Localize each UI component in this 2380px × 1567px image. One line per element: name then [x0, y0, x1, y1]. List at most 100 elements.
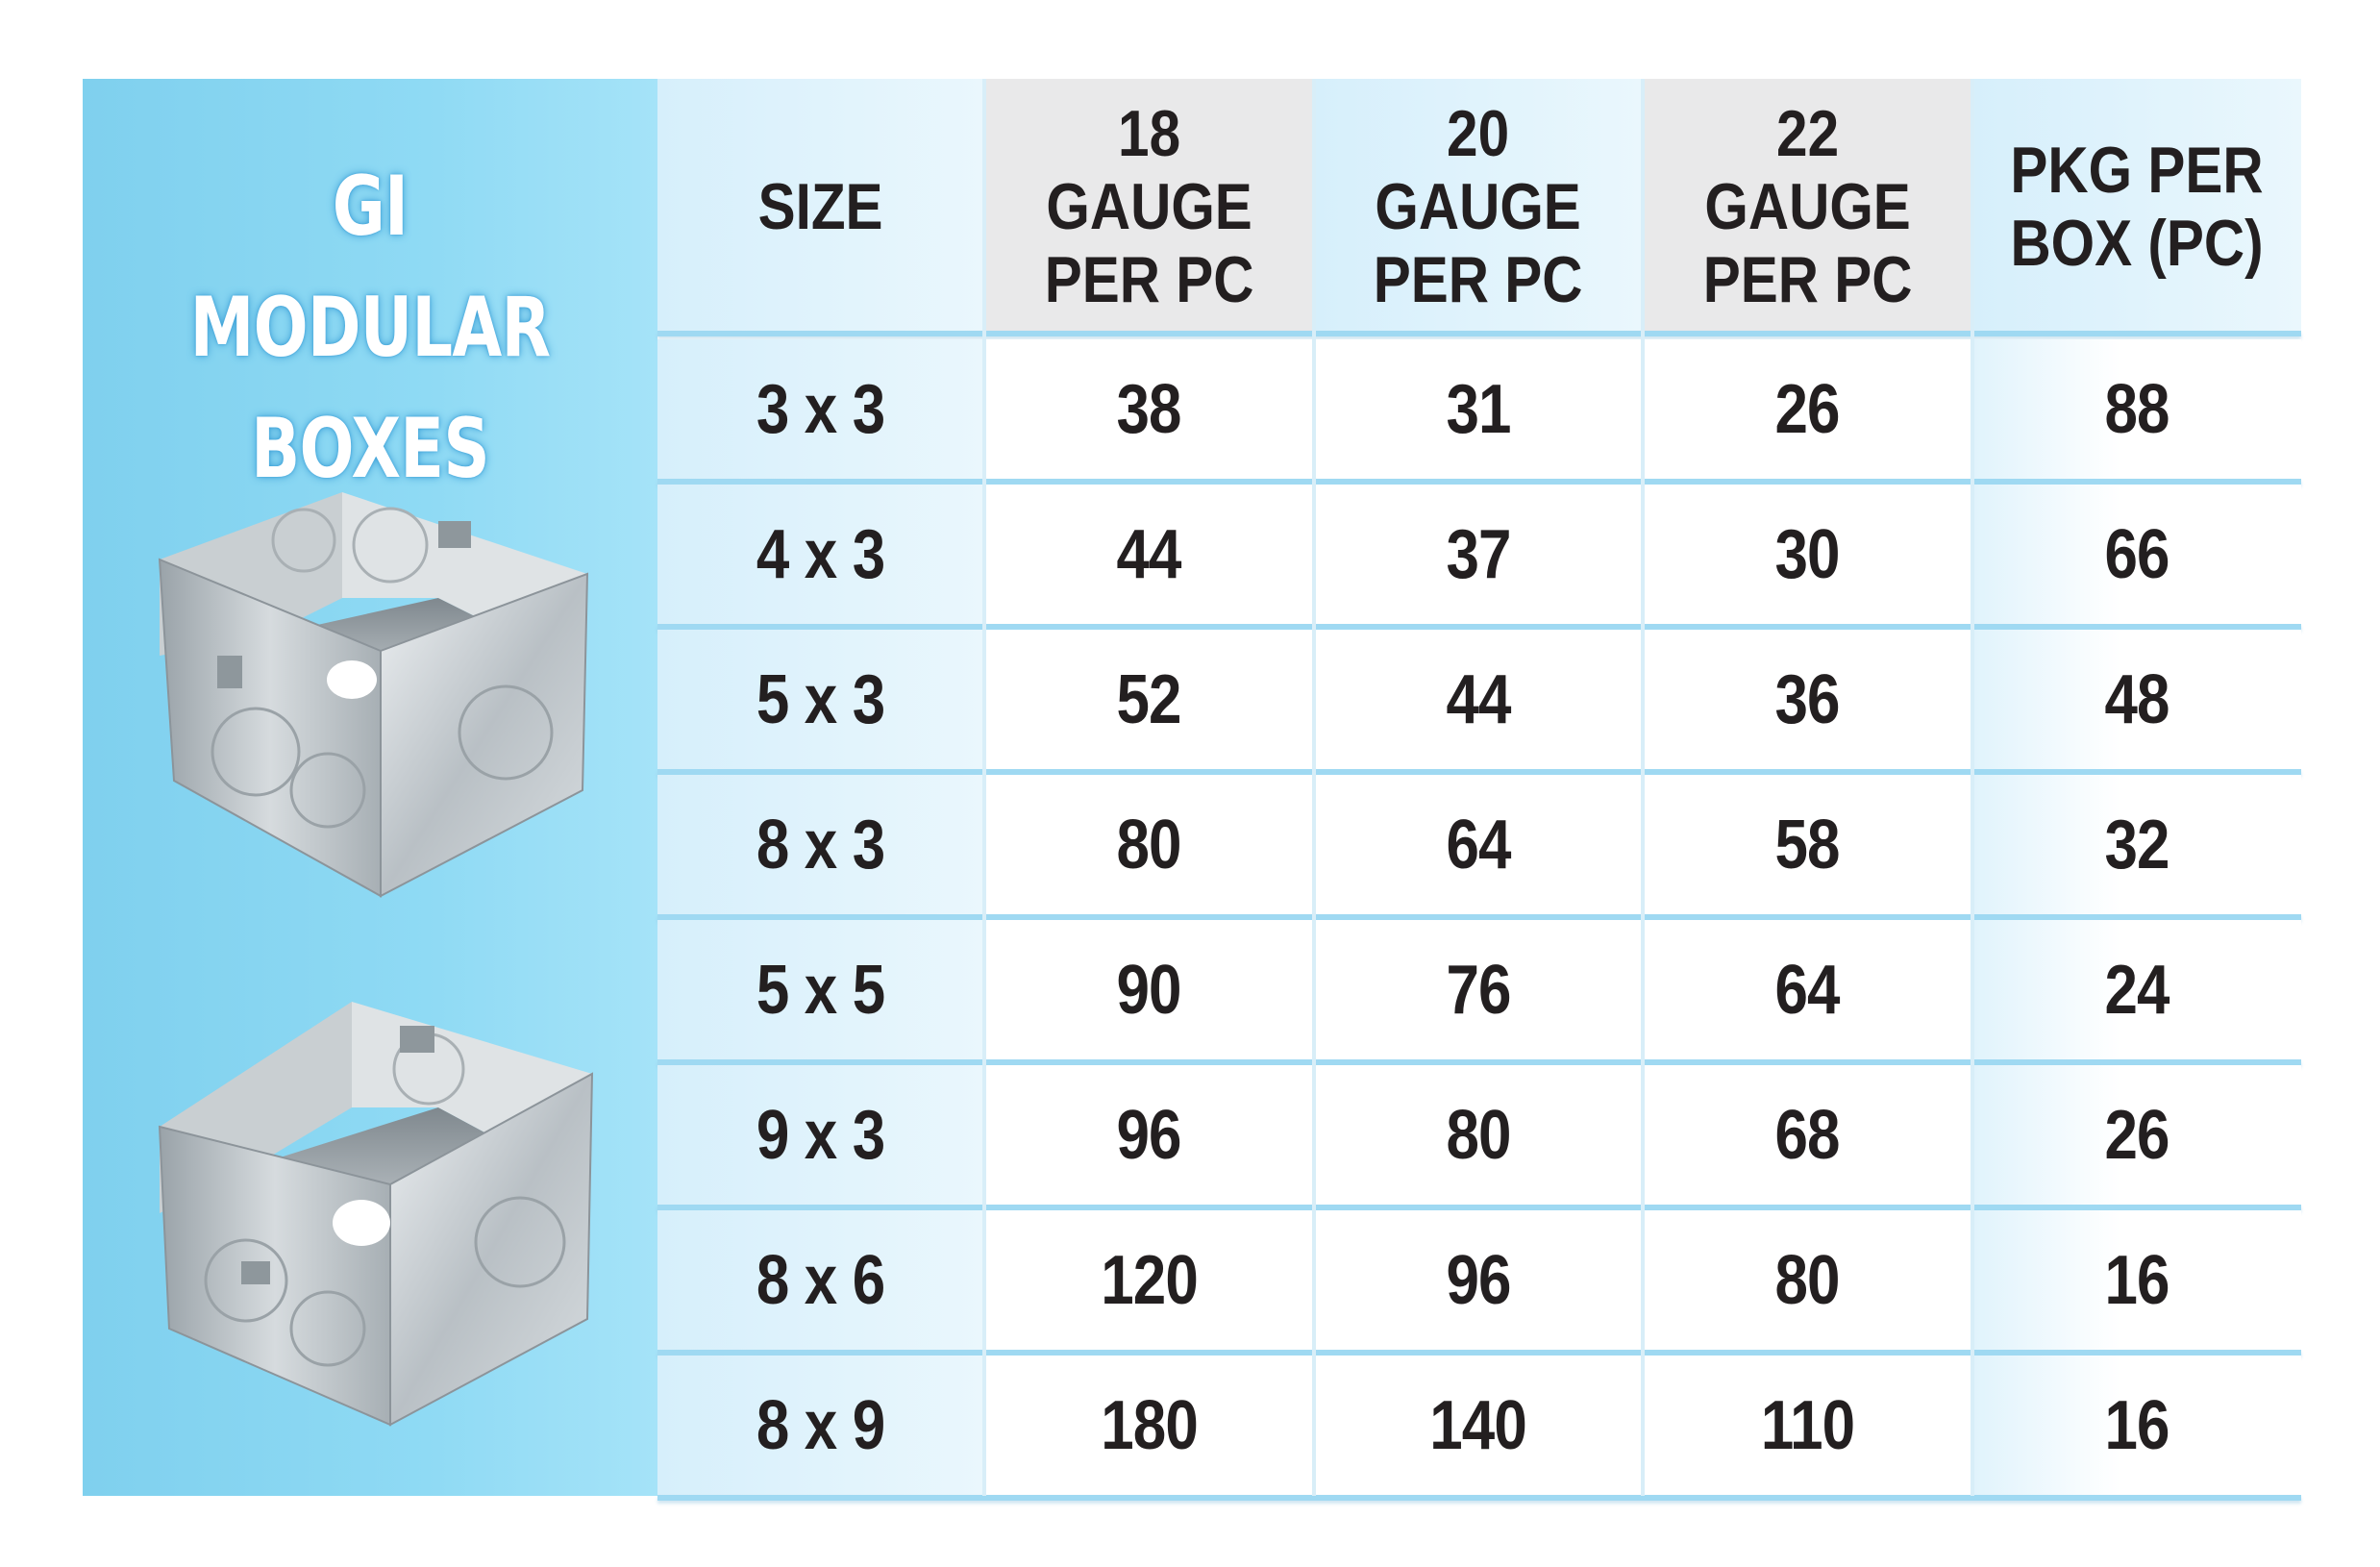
table-cell-text: 38 — [1116, 370, 1182, 448]
table-cell-text: 140 — [1429, 1386, 1528, 1464]
value-cell-gauge-18: 90 — [984, 920, 1314, 1059]
table-cell-text: 26 — [1774, 370, 1841, 448]
column-header-line: PER PC — [1702, 242, 1913, 316]
value-cell-gauge-20: 80 — [1314, 1065, 1643, 1205]
size-cell: 8 x 9 — [657, 1356, 984, 1495]
page-title-line: BOXES — [251, 401, 490, 497]
column-header-line: BOX (PC) — [2010, 206, 2264, 280]
column-header-line: PER PC — [1044, 242, 1254, 316]
price-sheet: GI MODULAR BOXES — [83, 79, 2301, 1501]
table-cell-text: 44 — [1446, 660, 1511, 738]
size-cell: 8 x 6 — [657, 1210, 984, 1350]
value-cell-gauge-20: 64 — [1314, 775, 1643, 914]
value-cell-gauge-20: 37 — [1314, 485, 1643, 624]
table-cell-text: 58 — [1774, 806, 1841, 883]
row-divider — [657, 479, 2301, 485]
value-cell-pkg-per-box: 16 — [1972, 1356, 2301, 1495]
table-cell-text: 120 — [1101, 1241, 1199, 1319]
table-cell-text: 3 x 3 — [756, 370, 885, 448]
value-cell-gauge-18: 120 — [984, 1210, 1314, 1350]
value-cell-pkg-per-box: 26 — [1972, 1065, 2301, 1205]
table-cell-text: 44 — [1116, 515, 1182, 593]
value-cell-gauge-18: 38 — [984, 339, 1314, 479]
value-cell-gauge-22: 110 — [1643, 1356, 1972, 1495]
table-cell-text: 80 — [1774, 1241, 1841, 1319]
table-cell-text: 48 — [2104, 660, 2169, 738]
column-header-line: GAUGE — [1704, 169, 1911, 243]
column-header-size: SIZE — [657, 79, 984, 334]
size-cell: 3 x 3 — [657, 339, 984, 479]
column-header-pkg-per-box: PKG PER BOX (PC) — [1972, 79, 2301, 334]
column-header-line: PER PC — [1374, 242, 1583, 316]
value-cell-pkg-per-box: 32 — [1972, 775, 2301, 914]
table-cell-text: 8 x 9 — [756, 1386, 885, 1464]
square-gi-box-image — [158, 492, 589, 898]
value-cell-gauge-18: 80 — [984, 775, 1314, 914]
value-cell-gauge-18: 180 — [984, 1356, 1314, 1495]
value-cell-pkg-per-box: 88 — [1972, 339, 2301, 479]
table-cell-text: 80 — [1116, 806, 1182, 883]
value-cell-gauge-20: 76 — [1314, 920, 1643, 1059]
table-cell-text: 76 — [1446, 951, 1511, 1029]
column-divider — [982, 79, 986, 1496]
value-cell-pkg-per-box: 48 — [1972, 630, 2301, 769]
column-divider — [1971, 79, 1974, 1496]
table-cell-text: 180 — [1101, 1386, 1199, 1464]
rectangular-gi-box-image — [158, 1002, 594, 1427]
table-cell-text: 96 — [1446, 1241, 1511, 1319]
value-cell-gauge-22: 58 — [1643, 775, 1972, 914]
table-cell-text: 5 x 3 — [756, 660, 885, 738]
column-header-gauge-20: 20 GAUGE PER PC — [1314, 79, 1643, 334]
column-header-line: GAUGE — [1375, 169, 1582, 243]
column-header-line: PKG PER — [2010, 133, 2264, 207]
header-divider — [657, 331, 2301, 336]
page-title: GI MODULAR BOXES — [146, 146, 594, 510]
table-cell-text: 52 — [1116, 660, 1182, 738]
table-cell-text: 16 — [2104, 1241, 2169, 1319]
table-cell-text: 64 — [1446, 806, 1511, 883]
size-cell: 8 x 3 — [657, 775, 984, 914]
value-cell-gauge-22: 26 — [1643, 339, 1972, 479]
table-cell-text: 26 — [2104, 1096, 2169, 1174]
table-cell-text: 110 — [1760, 1386, 1855, 1464]
column-header-line: 18 — [1117, 96, 1181, 170]
column-header-line: GAUGE — [1046, 169, 1252, 243]
row-divider — [657, 1205, 2301, 1210]
value-cell-gauge-20: 96 — [1314, 1210, 1643, 1350]
table-cell-text: 24 — [2104, 951, 2169, 1029]
size-cell: 5 x 3 — [657, 630, 984, 769]
table-cell-text: 64 — [1774, 951, 1841, 1029]
table-cell-text: 32 — [2104, 806, 2169, 883]
table-cell-text: 16 — [2104, 1386, 2169, 1464]
column-header-line: SIZE — [758, 169, 883, 243]
row-divider — [657, 624, 2301, 630]
column-divider — [1312, 79, 1316, 1496]
value-cell-gauge-22: 68 — [1643, 1065, 1972, 1205]
table-cell-text: 5 x 5 — [756, 951, 885, 1029]
column-header-gauge-22: 22 GAUGE PER PC — [1643, 79, 1972, 334]
value-cell-gauge-20: 44 — [1314, 630, 1643, 769]
value-cell-gauge-22: 30 — [1643, 485, 1972, 624]
row-divider — [657, 1059, 2301, 1065]
table-cell-text: 88 — [2104, 370, 2169, 448]
table-cell-text: 80 — [1446, 1096, 1511, 1174]
value-cell-pkg-per-box: 66 — [1972, 485, 2301, 624]
value-cell-pkg-per-box: 24 — [1972, 920, 2301, 1059]
table-cell-text: 31 — [1446, 370, 1511, 448]
value-cell-gauge-18: 44 — [984, 485, 1314, 624]
table-cell-text: 96 — [1116, 1096, 1182, 1174]
side-panel: GI MODULAR BOXES — [83, 79, 657, 1496]
table-cell-text: 8 x 6 — [756, 1241, 885, 1319]
row-divider — [657, 769, 2301, 775]
column-header-line: 20 — [1447, 96, 1510, 170]
value-cell-gauge-22: 80 — [1643, 1210, 1972, 1350]
table-cell-text: 30 — [1774, 515, 1841, 593]
column-header-gauge-18: 18 GAUGE PER PC — [984, 79, 1314, 334]
row-divider — [657, 914, 2301, 920]
table-cell-text: 8 x 3 — [756, 806, 885, 883]
column-header-line: 22 — [1775, 96, 1840, 170]
row-divider — [657, 1350, 2301, 1356]
value-cell-gauge-22: 36 — [1643, 630, 1972, 769]
value-cell-gauge-20: 140 — [1314, 1356, 1643, 1495]
value-cell-gauge-22: 64 — [1643, 920, 1972, 1059]
